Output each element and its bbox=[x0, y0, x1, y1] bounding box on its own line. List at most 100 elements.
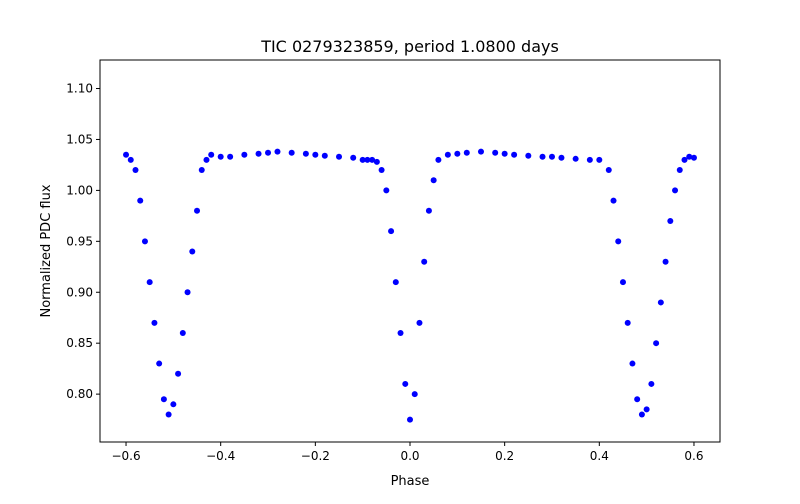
data-point bbox=[175, 370, 182, 377]
data-point bbox=[179, 330, 186, 336]
data-point bbox=[350, 154, 357, 161]
x-axis-label: Phase bbox=[391, 474, 430, 489]
y-axis-label: Normalized PDC flux bbox=[39, 184, 54, 317]
plot-area bbox=[100, 60, 720, 442]
data-point bbox=[227, 153, 234, 160]
data-point bbox=[388, 228, 395, 235]
data-point bbox=[416, 319, 423, 326]
data-point bbox=[208, 151, 215, 158]
data-point bbox=[194, 207, 201, 214]
data-point bbox=[662, 258, 669, 265]
data-point bbox=[624, 319, 631, 326]
data-point bbox=[156, 360, 163, 367]
data-point bbox=[302, 150, 309, 157]
x-tick-label: 0.4 bbox=[590, 449, 609, 463]
data-point bbox=[127, 156, 134, 163]
data-point bbox=[407, 416, 413, 423]
data-point bbox=[492, 149, 499, 156]
data-point bbox=[425, 207, 432, 214]
data-point bbox=[454, 150, 461, 157]
y-tick-label: 0.85 bbox=[66, 336, 93, 350]
data-point bbox=[255, 150, 262, 157]
data-point bbox=[123, 151, 130, 158]
data-point bbox=[653, 340, 660, 347]
data-point bbox=[132, 167, 139, 174]
data-point bbox=[634, 396, 641, 403]
data-point bbox=[638, 411, 645, 418]
data-point bbox=[648, 380, 655, 387]
y-tick-label: 1.05 bbox=[66, 132, 93, 146]
data-point bbox=[463, 149, 470, 156]
data-points bbox=[123, 148, 697, 423]
data-point bbox=[369, 156, 376, 163]
x-tick-label: −0.4 bbox=[206, 449, 235, 463]
data-point bbox=[170, 401, 177, 408]
data-point bbox=[184, 289, 191, 296]
data-point bbox=[643, 406, 650, 413]
data-point bbox=[321, 152, 328, 159]
data-point bbox=[444, 151, 451, 158]
data-point bbox=[312, 151, 319, 158]
data-point bbox=[165, 411, 172, 418]
data-point bbox=[477, 148, 484, 155]
data-point bbox=[421, 258, 428, 265]
data-point bbox=[435, 156, 442, 163]
data-point bbox=[681, 156, 688, 163]
data-point bbox=[203, 156, 210, 163]
data-point bbox=[629, 360, 636, 367]
data-point bbox=[610, 197, 617, 204]
x-tick-label: −0.2 bbox=[301, 449, 330, 463]
y-tick-label: 0.95 bbox=[66, 234, 93, 248]
y-tick-label: 1.00 bbox=[66, 183, 93, 197]
data-point bbox=[619, 279, 626, 286]
data-point bbox=[586, 156, 593, 163]
data-point bbox=[160, 396, 167, 403]
y-tick-label: 0.90 bbox=[66, 285, 93, 299]
data-point bbox=[430, 177, 437, 184]
data-point bbox=[657, 299, 664, 306]
data-point bbox=[146, 279, 153, 286]
x-tick-label: 0.2 bbox=[495, 449, 514, 463]
data-point bbox=[359, 156, 366, 163]
data-point bbox=[672, 187, 679, 194]
data-point bbox=[378, 167, 385, 174]
data-point bbox=[615, 238, 622, 245]
data-point bbox=[411, 391, 418, 398]
x-tick-label: 0.6 bbox=[684, 449, 703, 463]
data-point bbox=[548, 153, 555, 160]
x-tick-label: 0.0 bbox=[400, 449, 419, 463]
y-tick-label: 1.10 bbox=[66, 82, 93, 96]
data-point bbox=[336, 153, 343, 160]
data-point bbox=[141, 238, 148, 245]
data-point bbox=[189, 248, 196, 255]
data-point bbox=[501, 150, 508, 157]
data-point bbox=[667, 217, 674, 224]
data-point bbox=[572, 155, 579, 162]
y-axis-ticks: 0.80 0.85 0.90 0.95 1.00 1.05 1.10 bbox=[66, 82, 100, 401]
data-point bbox=[539, 153, 546, 160]
x-tick-label: −0.6 bbox=[111, 449, 140, 463]
data-point bbox=[274, 148, 281, 155]
data-point bbox=[241, 151, 248, 158]
data-point bbox=[288, 149, 295, 156]
data-point bbox=[383, 187, 390, 194]
data-point bbox=[397, 330, 404, 336]
data-point bbox=[690, 154, 697, 161]
data-point bbox=[373, 158, 380, 165]
data-point bbox=[605, 167, 612, 174]
data-point bbox=[596, 156, 603, 163]
data-point bbox=[198, 167, 205, 174]
data-point bbox=[265, 149, 272, 156]
x-axis-ticks: −0.6 −0.4 −0.2 0.0 0.2 0.4 0.6 bbox=[111, 442, 704, 463]
data-point bbox=[525, 152, 532, 159]
data-point bbox=[392, 279, 399, 286]
data-point bbox=[151, 319, 158, 326]
data-point bbox=[558, 154, 565, 161]
y-tick-label: 0.80 bbox=[66, 387, 93, 401]
data-point bbox=[217, 153, 224, 160]
data-point bbox=[511, 151, 518, 158]
data-point bbox=[686, 153, 693, 160]
data-point bbox=[364, 156, 371, 163]
